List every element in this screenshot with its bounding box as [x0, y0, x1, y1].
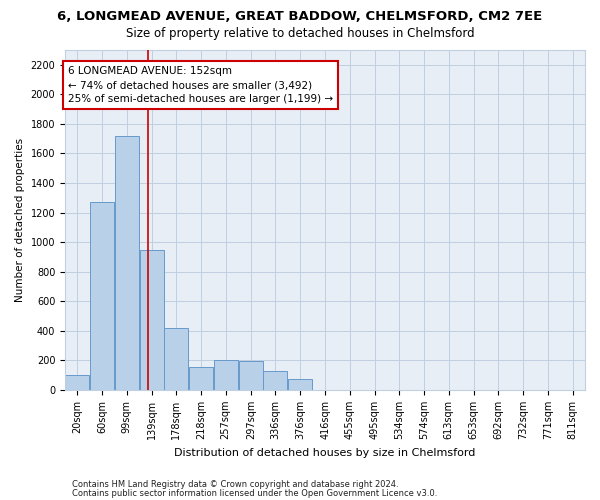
Bar — [189, 367, 214, 390]
Text: Contains HM Land Registry data © Crown copyright and database right 2024.: Contains HM Land Registry data © Crown c… — [72, 480, 398, 489]
Bar — [239, 361, 263, 390]
Text: Size of property relative to detached houses in Chelmsford: Size of property relative to detached ho… — [125, 28, 475, 40]
Bar — [263, 370, 287, 390]
Y-axis label: Number of detached properties: Number of detached properties — [15, 138, 25, 302]
Text: 6 LONGMEAD AVENUE: 152sqm
← 74% of detached houses are smaller (3,492)
25% of se: 6 LONGMEAD AVENUE: 152sqm ← 74% of detac… — [68, 66, 333, 104]
Text: Contains public sector information licensed under the Open Government Licence v3: Contains public sector information licen… — [72, 488, 437, 498]
X-axis label: Distribution of detached houses by size in Chelmsford: Distribution of detached houses by size … — [175, 448, 476, 458]
Bar — [65, 375, 89, 390]
Bar — [288, 379, 313, 390]
Bar — [90, 202, 115, 390]
Bar — [214, 360, 238, 390]
Bar — [140, 250, 164, 390]
Bar — [115, 136, 139, 390]
Text: 6, LONGMEAD AVENUE, GREAT BADDOW, CHELMSFORD, CM2 7EE: 6, LONGMEAD AVENUE, GREAT BADDOW, CHELMS… — [58, 10, 542, 23]
Bar — [164, 328, 188, 390]
